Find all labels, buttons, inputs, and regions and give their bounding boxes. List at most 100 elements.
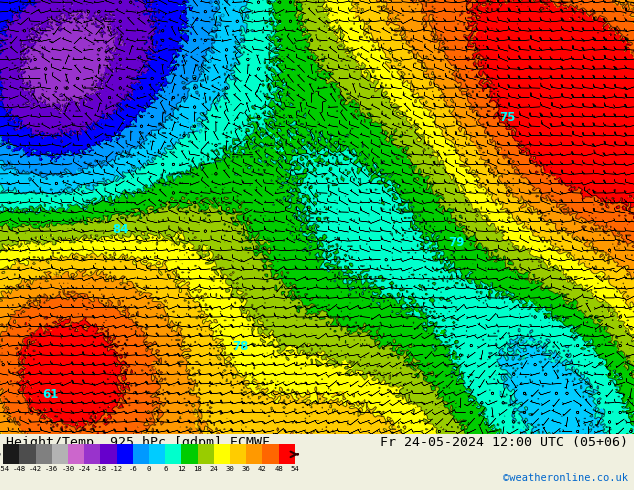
Text: 24: 24 bbox=[327, 20, 332, 28]
Text: 12: 12 bbox=[434, 331, 440, 340]
Text: 6: 6 bbox=[547, 356, 551, 361]
Bar bbox=[52, 444, 68, 465]
Text: 30: 30 bbox=[396, 427, 405, 436]
Bar bbox=[133, 444, 149, 465]
Text: 12: 12 bbox=[454, 356, 462, 361]
Text: 79: 79 bbox=[448, 236, 465, 249]
Bar bbox=[100, 444, 117, 465]
Text: 54: 54 bbox=[290, 466, 299, 472]
Text: 24: 24 bbox=[203, 247, 209, 256]
Text: Fr 24-05-2024 12:00 UTC (05+06): Fr 24-05-2024 12:00 UTC (05+06) bbox=[380, 437, 628, 449]
Text: 6: 6 bbox=[514, 352, 519, 358]
Text: -24: -24 bbox=[77, 466, 91, 472]
Text: 12: 12 bbox=[273, 148, 282, 155]
Bar bbox=[3, 444, 20, 465]
Bar bbox=[68, 444, 84, 465]
Text: 24: 24 bbox=[209, 466, 218, 472]
Text: 6: 6 bbox=[81, 190, 85, 195]
Text: -6: -6 bbox=[129, 466, 137, 472]
Text: 48: 48 bbox=[42, 329, 51, 335]
Bar bbox=[181, 444, 198, 465]
Text: 0: 0 bbox=[209, 0, 214, 4]
Bar bbox=[246, 444, 262, 465]
Text: 48: 48 bbox=[100, 416, 106, 425]
Text: 6: 6 bbox=[569, 361, 575, 367]
Text: 6: 6 bbox=[571, 365, 577, 371]
Text: 18: 18 bbox=[411, 163, 419, 172]
Text: 36: 36 bbox=[242, 466, 250, 472]
Text: 6: 6 bbox=[519, 339, 525, 345]
Text: 0: 0 bbox=[218, 12, 224, 18]
Text: 42: 42 bbox=[16, 428, 26, 437]
Text: 30: 30 bbox=[352, 4, 361, 13]
Text: 42: 42 bbox=[258, 466, 267, 472]
Text: 18: 18 bbox=[262, 237, 272, 245]
Text: 6: 6 bbox=[521, 354, 527, 360]
Text: 0: 0 bbox=[209, 25, 215, 31]
Text: 6: 6 bbox=[519, 429, 525, 436]
Text: 61: 61 bbox=[42, 388, 59, 401]
Text: 42: 42 bbox=[148, 364, 157, 373]
Bar bbox=[117, 444, 133, 465]
Text: 18: 18 bbox=[193, 466, 202, 472]
Text: 42: 42 bbox=[499, 152, 507, 162]
Bar bbox=[20, 444, 36, 465]
Text: 6: 6 bbox=[194, 121, 200, 127]
Bar bbox=[165, 444, 181, 465]
Text: 48: 48 bbox=[548, 171, 557, 178]
Bar bbox=[214, 444, 230, 465]
Text: 36: 36 bbox=[51, 270, 60, 279]
Bar bbox=[278, 444, 295, 465]
Text: 42: 42 bbox=[630, 6, 634, 13]
Text: 36: 36 bbox=[390, 15, 397, 24]
Text: 6: 6 bbox=[196, 127, 202, 133]
Text: 6: 6 bbox=[552, 358, 559, 364]
Text: 12: 12 bbox=[415, 308, 424, 318]
Text: 6: 6 bbox=[214, 99, 219, 105]
Text: 6: 6 bbox=[597, 410, 603, 416]
Text: -18: -18 bbox=[97, 72, 107, 82]
Text: 36: 36 bbox=[193, 424, 202, 434]
Text: 12: 12 bbox=[262, 131, 272, 139]
Text: 48: 48 bbox=[628, 49, 634, 58]
Text: -12: -12 bbox=[110, 466, 123, 472]
Bar bbox=[36, 444, 52, 465]
Bar bbox=[198, 444, 214, 465]
Text: 6: 6 bbox=[532, 340, 536, 345]
Text: 12: 12 bbox=[177, 466, 186, 472]
Text: -48: -48 bbox=[13, 466, 26, 472]
Text: 30: 30 bbox=[335, 391, 344, 397]
Text: 6: 6 bbox=[163, 466, 167, 472]
Text: -18: -18 bbox=[94, 466, 107, 472]
Text: 30: 30 bbox=[256, 383, 264, 392]
Text: -42: -42 bbox=[29, 466, 42, 472]
Bar bbox=[149, 444, 165, 465]
Text: 24: 24 bbox=[171, 237, 177, 245]
Text: 12: 12 bbox=[288, 131, 297, 140]
Text: 75: 75 bbox=[499, 111, 515, 123]
Text: -12: -12 bbox=[63, 127, 74, 135]
Text: -36: -36 bbox=[45, 466, 58, 472]
Text: 18: 18 bbox=[207, 203, 217, 211]
Text: -54: -54 bbox=[0, 466, 10, 472]
Text: 36: 36 bbox=[189, 407, 197, 416]
Text: 0: 0 bbox=[8, 162, 13, 168]
Text: Height/Temp. 925 hPc [gdpm] ECMWF: Height/Temp. 925 hPc [gdpm] ECMWF bbox=[6, 437, 270, 449]
Text: 0: 0 bbox=[208, 58, 212, 64]
Text: 0: 0 bbox=[147, 466, 151, 472]
Text: 12: 12 bbox=[313, 152, 322, 161]
Bar bbox=[262, 444, 278, 465]
Text: 78: 78 bbox=[233, 341, 249, 353]
Text: -12: -12 bbox=[0, 75, 5, 86]
Text: 48: 48 bbox=[275, 466, 283, 472]
Text: -6: -6 bbox=[41, 151, 49, 158]
Text: -30: -30 bbox=[61, 466, 75, 472]
Text: 12: 12 bbox=[428, 244, 433, 252]
Text: 36: 36 bbox=[474, 144, 482, 153]
Bar bbox=[84, 444, 100, 465]
Text: 12: 12 bbox=[252, 110, 261, 119]
Text: -12: -12 bbox=[3, 18, 14, 27]
Text: 12: 12 bbox=[529, 298, 538, 307]
Text: 24: 24 bbox=[344, 359, 354, 368]
Text: 6: 6 bbox=[497, 392, 503, 397]
